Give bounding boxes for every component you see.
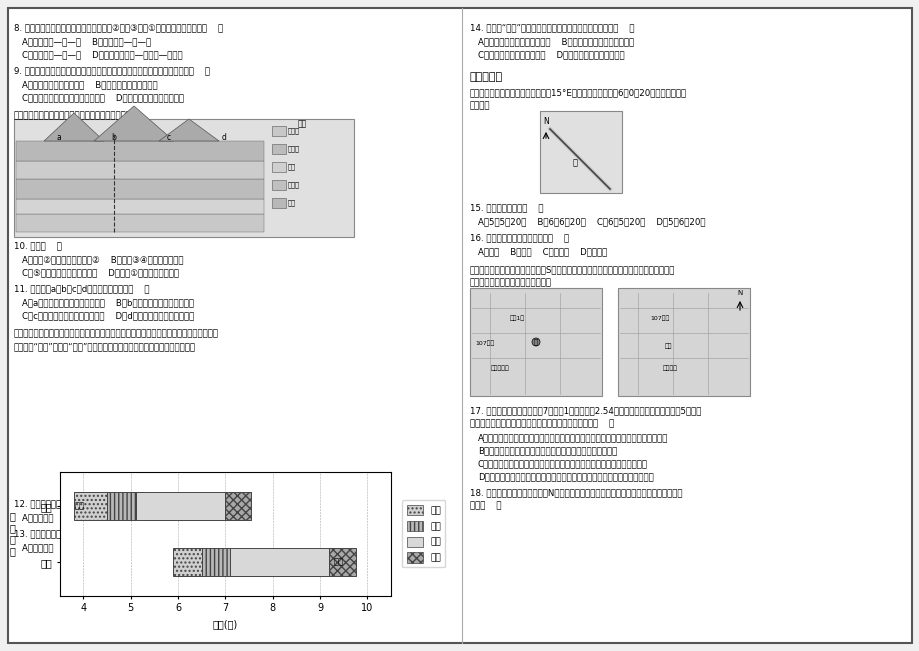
Y-axis label: 农
事
安
排: 农 事 安 排	[10, 512, 16, 556]
Text: 创业一路: 创业一路	[662, 365, 676, 371]
Text: d: d	[221, 133, 226, 142]
Bar	[16, 199, 264, 214]
Text: C．c处有河流终经，适宜建坝蓄水    D．d区的石灰岩形成喀斯特地貌: C．c处有河流终经，适宜建坝蓄水 D．d区的石灰岩形成喀斯特地貌	[22, 311, 194, 320]
Text: 成，俗称“双抚”，该地“双抚”期间以炎热干燥天气为主。读图回答下面小题。: 成，俗称“双抚”，该地“双抚”期间以炎热干燥天气为主。读图回答下面小题。	[14, 342, 196, 351]
Text: A．两车以相同的速度行驶时，张先生的导航屏幕上显示位置的光标箭头移动速度快: A．两车以相同的速度行驶时，张先生的导航屏幕上显示位置的光标箭头移动速度快	[478, 433, 667, 442]
Bar	[272, 162, 286, 172]
Text: 二、单选题: 二、单选题	[470, 72, 503, 82]
Text: 宝屃: 宝屃	[664, 343, 672, 349]
Bar	[173, 548, 201, 576]
Bar	[74, 492, 107, 519]
Text: 页岩: 页岩	[288, 200, 296, 206]
Text: A．力争雨季之前完成早稻收割    B．力争雨季之前完成晚稻插秧: A．力争雨季之前完成早稻收割 B．力争雨季之前完成晚稻插秧	[478, 37, 633, 46]
Text: N: N	[736, 290, 742, 296]
Text: 下图为某地区地质构造示意图，据此完成下面小题。: 下图为某地区地质构造示意图，据此完成下面小题。	[14, 111, 131, 120]
Text: A．断层②形成时同属于地层②    B．形成③④的内力作用相同: A．断层②形成时同属于地层② B．形成③④的内力作用相同	[22, 255, 183, 264]
Text: 18. 张先生的车载导航屏幕上的N代表正北方向，根据两图信息，可以知道王先生的行驶方: 18. 张先生的车载导航屏幕上的N代表正北方向，根据两图信息，可以知道王先生的行…	[470, 488, 682, 497]
Text: 且屏幕截图对应的实际面积相同，则下列说法正确的是（    ）: 且屏幕截图对应的实际面积相同，则下列说法正确的是（ ）	[470, 419, 614, 428]
Polygon shape	[94, 106, 174, 141]
Bar	[107, 492, 135, 519]
Bar	[539, 111, 621, 193]
Text: 图例: 图例	[297, 119, 306, 128]
Text: B．张先生的导航屏幕比例尺小，王先生的导航屏幕比例尺大: B．张先生的导航屏幕比例尺小，王先生的导航屏幕比例尺大	[478, 446, 617, 455]
Text: a: a	[57, 133, 62, 142]
Text: 图中的斜线示意晨昏线。甲地经度为15°E，假定西五区区时为6日0时20分，据此完成下: 图中的斜线示意晨昏线。甲地经度为15°E，假定西五区区时为6日0时20分，据此完…	[470, 88, 686, 97]
Text: C．两个导航屏幕上显示位置的光标箭头移动速度相同时，张先生的车速快: C．两个导航屏幕上显示位置的光标箭头移动速度相同时，张先生的车速快	[478, 459, 647, 468]
Text: A．河套平原    B．华北平原    C．东北平原    D．江汉平原: A．河套平原 B．华北平原 C．东北平原 D．江汉平原	[22, 513, 182, 522]
Polygon shape	[159, 119, 219, 141]
Bar	[16, 141, 264, 161]
Bar	[201, 548, 230, 576]
Bar	[225, 492, 251, 519]
Bar	[470, 288, 601, 396]
Text: A．5日5时20分    B．6日6时20分    C．6日5时20分    D．5日6时20分: A．5日5时20分 B．6日6时20分 C．6日5时20分 D．5日6时20分	[478, 217, 705, 226]
Bar	[272, 126, 286, 136]
Text: C．冷锋过境，风力强劲，扬起沙石    D．高压系统控制，降水偏少: C．冷锋过境，风力强劲，扬起沙石 D．高压系统控制，降水偏少	[22, 93, 184, 102]
Text: A．河湖众多    B．丘陵广布    C．人口密度大    D．平原面积小: A．河湖众多 B．丘陵广布 C．人口密度大 D．平原面积小	[22, 543, 192, 552]
Bar	[272, 198, 286, 208]
Text: 12. 该地区可能是（    ）: 12. 该地区可能是（ ）	[14, 499, 83, 508]
Text: 甲: 甲	[572, 158, 577, 167]
Text: 11. 关于图中a、b、c、d四处说法正确的是（    ）: 11. 关于图中a、b、c、d四处说法正确的是（ ）	[14, 284, 150, 293]
Text: N: N	[542, 117, 549, 126]
Text: 14. 该地区“双抚”期间抓紧时间完成农事活动的主要目的是（    ）: 14. 该地区“双抚”期间抓紧时间完成农事活动的主要目的是（ ）	[470, 23, 634, 32]
Bar	[329, 548, 355, 576]
Text: A．气温：暖—冷—暖    B．气压：低—高—低: A．气温：暖—冷—暖 B．气压：低—高—低	[22, 37, 151, 46]
Text: 向是（    ）: 向是（ ）	[470, 501, 501, 510]
Text: 早稻: 早稻	[74, 501, 85, 510]
Text: b: b	[111, 133, 117, 142]
Text: 在深圳的张先生与王先生要开车到S小区沉谈业务。下面两图分别是张先生和王先生的车载: 在深圳的张先生与王先生要开车到S小区沉谈业务。下面两图分别是张先生和王先生的车载	[470, 265, 675, 274]
Bar	[230, 548, 329, 576]
Bar	[272, 180, 286, 190]
Bar	[16, 179, 264, 199]
Polygon shape	[44, 113, 104, 141]
Text: 9. 图示虚线范围内该天气形势下可能出现的气象灾害的成因，叙述正确的是（    ）: 9. 图示虚线范围内该天气形势下可能出现的气象灾害的成因，叙述正确的是（ ）	[14, 66, 210, 75]
Text: 107公路: 107公路	[650, 315, 668, 321]
Text: 16. 当日下列城市白夜最长的是（    ）: 16. 当日下列城市白夜最长的是（ ）	[470, 233, 569, 242]
Text: 导航屏幕截图。据此完成下面小题。: 导航屏幕截图。据此完成下面小题。	[470, 278, 551, 287]
Text: D．两个导航屏幕上显示位置的光标箭头移动速度相同时，两车行驶速度相同: D．两个导航屏幕上显示位置的光标箭头移动速度相同时，两车行驶速度相同	[478, 472, 653, 481]
Text: 砂岩: 砂岩	[288, 163, 296, 171]
Text: A．冷气团过境，气温骤降    B．冷锋锋后，带来强降水: A．冷气团过境，气温骤降 B．冷锋锋后，带来强降水	[22, 80, 157, 89]
Text: 15. 图中甲地时间为（    ）: 15. 图中甲地时间为（ ）	[470, 203, 543, 212]
Text: 变质岩: 变质岩	[288, 128, 300, 134]
Legend: 育秧, 插秧, 管理, 收割: 育秧, 插秧, 管理, 收割	[402, 501, 445, 567]
Text: 石灰岩: 石灰岩	[288, 182, 300, 188]
Text: c: c	[166, 133, 171, 142]
Bar	[16, 161, 264, 179]
Text: 晚稻: 晚稻	[333, 557, 343, 566]
Bar	[16, 214, 264, 232]
Text: C．降雨：晴—雨—晴    D．风向：西北风—西南风—东南风: C．降雨：晴—雨—晴 D．风向：西北风—西南风—东南风	[22, 50, 183, 59]
Text: A．a处地质构造具有良好储水条件    B．b处的花岗岩可用作优质石材: A．a处地质构造具有良好储水条件 B．b处的花岗岩可用作优质石材	[22, 298, 194, 307]
Bar	[618, 288, 749, 396]
Text: 10. 图中（    ）: 10. 图中（ ）	[14, 241, 62, 250]
Text: 下图是我国某地双季稻产区水稻生产农事安排示意图。早稻收割与晚稻插秧需尽可能抓紧完: 下图是我国某地双季稻产区水稻生产农事安排示意图。早稻收割与晚稻插秧需尽可能抓紧完	[14, 329, 219, 338]
Bar	[14, 119, 354, 237]
X-axis label: 时间(月): 时间(月)	[212, 619, 238, 629]
Bar	[272, 144, 286, 154]
Text: C．⑤受到挤压后隆起形成山地    D．岩层①断裂之后相对下降: C．⑤受到挤压后隆起形成山地 D．岩层①断裂之后相对下降	[22, 268, 179, 277]
Text: C．保障早稻生产所需的热量    D．保障晚稻生产所需的热量: C．保障早稻生产所需的热量 D．保障晚稻生产所需的热量	[478, 50, 624, 59]
Text: 王先生位置: 王先生位置	[490, 365, 509, 371]
Text: 面小题。: 面小题。	[470, 101, 490, 110]
Text: 岩浆岩: 岩浆岩	[288, 146, 300, 152]
Text: 宝屃1路: 宝屃1路	[509, 315, 525, 321]
Text: 17. 如果张先生的导航屏幕为7英寸（1英寸约等于2.54厘米），王先生的导航屏幕为5英寸，: 17. 如果张先生的导航屏幕为7英寸（1英寸约等于2.54厘米），王先生的导航屏…	[470, 406, 700, 415]
Text: 107国道: 107国道	[474, 340, 494, 346]
Text: 13. 该地区人均耕地不足的主要原因是（    ）: 13. 该地区人均耕地不足的主要原因是（ ）	[14, 529, 129, 538]
Text: 8. 如果图中等压线状况维持不变，汽车从②地经③地到①地，天气变化可能是（    ）: 8. 如果图中等压线状况维持不变，汽车从②地经③地到①地，天气变化可能是（ ）	[14, 23, 223, 32]
Text: A．悉尼    B．上海    C．雅加达    D．莫斯科: A．悉尼 B．上海 C．雅加达 D．莫斯科	[478, 247, 607, 256]
Text: 张: 张	[533, 339, 538, 345]
Bar	[135, 492, 225, 519]
